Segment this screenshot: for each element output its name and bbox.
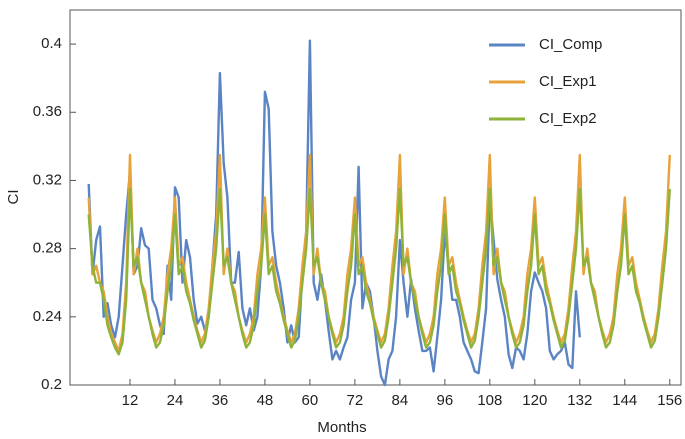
y-tick-label: 0.36: [33, 103, 62, 120]
y-axis-label: CI: [5, 190, 22, 205]
x-tick-label: 84: [392, 392, 409, 409]
x-tick-label: 144: [612, 392, 637, 409]
plot-frame: [69, 9, 682, 386]
series-line: [87, 187, 671, 356]
x-tick-label: 12: [122, 392, 139, 409]
x-axis-label: Months: [317, 419, 366, 436]
series-line: [87, 39, 581, 387]
legend-label: CI_Exp2: [539, 110, 597, 127]
x-tick-label: 36: [212, 392, 229, 409]
y-tick-label: 0.2: [41, 376, 62, 393]
y-tick-label: 0.24: [33, 308, 62, 325]
y-tick-label: 0.32: [33, 171, 62, 188]
x-tick-label: 132: [567, 392, 592, 409]
x-tick-label: 24: [167, 392, 184, 409]
y-tick-label: 0.28: [33, 240, 62, 257]
x-tick-label: 120: [522, 392, 547, 409]
x-tick-label: 108: [477, 392, 502, 409]
x-tick-label: 96: [437, 392, 454, 409]
x-tick-label: 72: [347, 392, 364, 409]
x-tick-label: 60: [302, 392, 319, 409]
x-tick-label: 156: [657, 392, 682, 409]
legend-label: CI_Comp: [539, 36, 602, 53]
legend-label: CI_Exp1: [539, 73, 597, 90]
y-tick-label: 0.4: [41, 35, 62, 52]
x-tick-label: 48: [257, 392, 274, 409]
